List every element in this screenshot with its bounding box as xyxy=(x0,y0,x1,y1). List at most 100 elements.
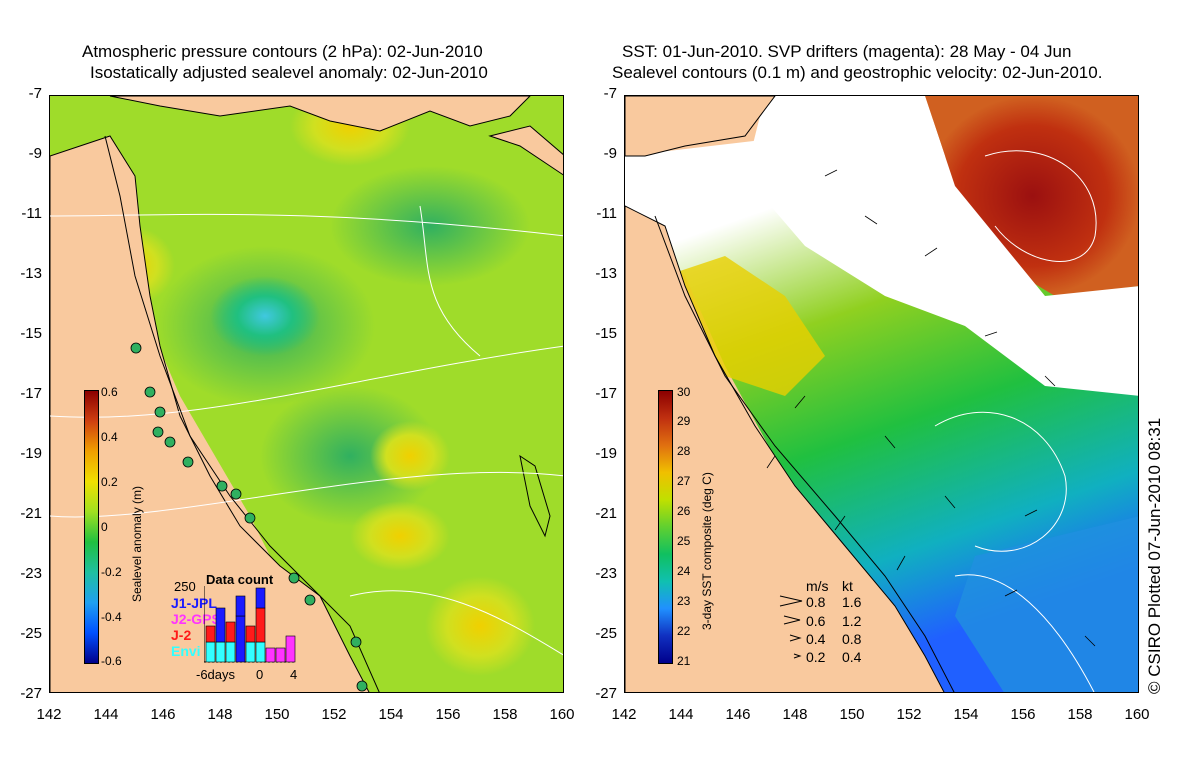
data-count-x-start: -6days xyxy=(196,667,236,682)
velocity-ms-value: 0.8 xyxy=(806,594,826,610)
y-tick: -15 xyxy=(20,325,42,342)
queensland-coast xyxy=(50,135,370,692)
y-tick: -25 xyxy=(20,625,42,642)
sst-colorbar xyxy=(658,390,673,664)
anomaly-yellow-e xyxy=(370,421,450,491)
x-tick: 152 xyxy=(896,706,922,723)
sst-south-cool xyxy=(955,516,1138,692)
colorbar-tick: 30 xyxy=(677,385,691,399)
new-caledonia xyxy=(519,454,551,538)
anomaly-yellow-se xyxy=(425,576,535,676)
cloud-mask xyxy=(745,96,1138,396)
colorbar-tick: 0 xyxy=(101,520,108,534)
papua-landmass xyxy=(109,96,531,132)
y-tick: -21 xyxy=(20,505,42,522)
colorbar-tick: 22 xyxy=(677,624,691,638)
sst-map-panel xyxy=(624,95,1139,693)
colorbar-tick: 25 xyxy=(677,534,691,548)
x-tick: 158 xyxy=(1067,706,1093,723)
x-tick: 146 xyxy=(150,706,176,723)
y-tick: -15 xyxy=(595,325,617,342)
y-tick: -23 xyxy=(595,565,617,582)
y-tick: -11 xyxy=(596,205,617,222)
y-tick: -13 xyxy=(20,265,42,282)
x-tick: 154 xyxy=(378,706,404,723)
left-title-line1: Atmospheric pressure contours (2 hPa): 0… xyxy=(82,42,483,61)
colorbar-tick: 0.2 xyxy=(101,475,118,489)
x-tick: 146 xyxy=(725,706,751,723)
x-tick: 160 xyxy=(549,706,575,723)
velocity-kt-value: 0.4 xyxy=(842,649,862,665)
colorbar-tick: 27 xyxy=(677,474,691,488)
x-tick: 148 xyxy=(207,706,233,723)
y-tick: -9 xyxy=(603,145,617,162)
y-tick: -17 xyxy=(20,385,42,402)
y-tick: -17 xyxy=(595,385,617,402)
velocity-kt-value: 1.2 xyxy=(842,613,862,629)
y-tick: -21 xyxy=(595,505,617,522)
sst-map xyxy=(625,96,1138,692)
y-tick: -13 xyxy=(595,265,617,282)
velocity-unit-ms: m/s xyxy=(806,578,829,594)
colorbar-tick: -0.4 xyxy=(101,610,122,624)
data-count-title: Data count xyxy=(206,572,274,587)
legend-j2-gps: J2-GPS xyxy=(171,611,221,627)
y-tick: -11 xyxy=(21,205,42,222)
pressure-contour xyxy=(50,345,563,418)
colorbar-tick: 29 xyxy=(677,414,691,428)
y-tick: -19 xyxy=(595,445,617,462)
left-title-line2: Isostatically adjusted sealevel anomaly:… xyxy=(90,63,488,82)
data-count-x-end: 4 xyxy=(290,667,298,682)
copyright-notice: © CSIRO Plotted 07-Jun-2010 08:31 xyxy=(1145,417,1164,694)
shelf-isobath xyxy=(104,135,380,692)
velocity-ms-value: 0.6 xyxy=(806,613,826,629)
x-tick: 142 xyxy=(36,706,62,723)
data-count-x-zero: 0 xyxy=(256,667,264,682)
data-count-bars xyxy=(204,586,296,663)
velocity-arrow-samples xyxy=(779,595,803,659)
sealevel-map-panel xyxy=(49,95,564,693)
sst-shelf-isobath xyxy=(654,215,955,692)
x-tick: 152 xyxy=(321,706,347,723)
y-tick: -7 xyxy=(603,85,617,102)
y-tick: -9 xyxy=(28,145,42,162)
colorbar-tick: 23 xyxy=(677,594,691,608)
y-tick: -27 xyxy=(20,685,42,702)
velocity-kt-value: 1.6 xyxy=(842,594,862,610)
legend-j1-jpl: J1-JPL xyxy=(171,595,217,611)
colorbar-tick: 0.4 xyxy=(101,430,118,444)
solomon-islands xyxy=(488,125,563,176)
sealevel-colorbar-label: Sealevel anomaly (m) xyxy=(130,485,144,602)
velocity-ms-value: 0.4 xyxy=(806,631,826,647)
x-tick: 160 xyxy=(1124,706,1150,723)
sst-queensland-coast xyxy=(625,205,945,692)
x-tick: 150 xyxy=(839,706,865,723)
data-count-max: 250 xyxy=(174,579,196,594)
geostrophic-velocity-arrows xyxy=(766,169,1096,647)
right-title-line1: SST: 01-Jun-2010. SVP drifters (magenta)… xyxy=(622,42,1072,61)
sst-papua-land xyxy=(625,96,776,157)
legend-j2: J-2 xyxy=(171,627,192,643)
pressure-contour xyxy=(419,205,481,357)
pressure-contour xyxy=(349,590,563,656)
colorbar-tick: 24 xyxy=(677,564,691,578)
y-tick: -19 xyxy=(20,445,42,462)
velocity-kt-value: 0.8 xyxy=(842,631,862,647)
colorbar-tick: 28 xyxy=(677,444,691,458)
sea-level-contour xyxy=(984,150,1097,262)
pressure-contour xyxy=(50,471,563,518)
anomaly-green-mid xyxy=(260,386,440,526)
x-tick: 150 xyxy=(264,706,290,723)
sst-warm-pool xyxy=(925,96,1138,296)
x-tick: 148 xyxy=(782,706,808,723)
right-title-line2: Sealevel contours (0.1 m) and geostrophi… xyxy=(612,63,1103,82)
velocity-unit-kt: kt xyxy=(842,578,853,594)
sea-level-contour xyxy=(934,411,1067,552)
y-tick: -25 xyxy=(595,625,617,642)
sealevel-colorbar xyxy=(84,390,99,664)
legend-envi: Envi xyxy=(171,643,201,659)
anomaly-min-cyan xyxy=(210,276,320,356)
x-tick: 144 xyxy=(93,706,119,723)
anomaly-green-ne xyxy=(330,166,530,286)
velocity-ms-value: 0.2 xyxy=(806,649,826,665)
